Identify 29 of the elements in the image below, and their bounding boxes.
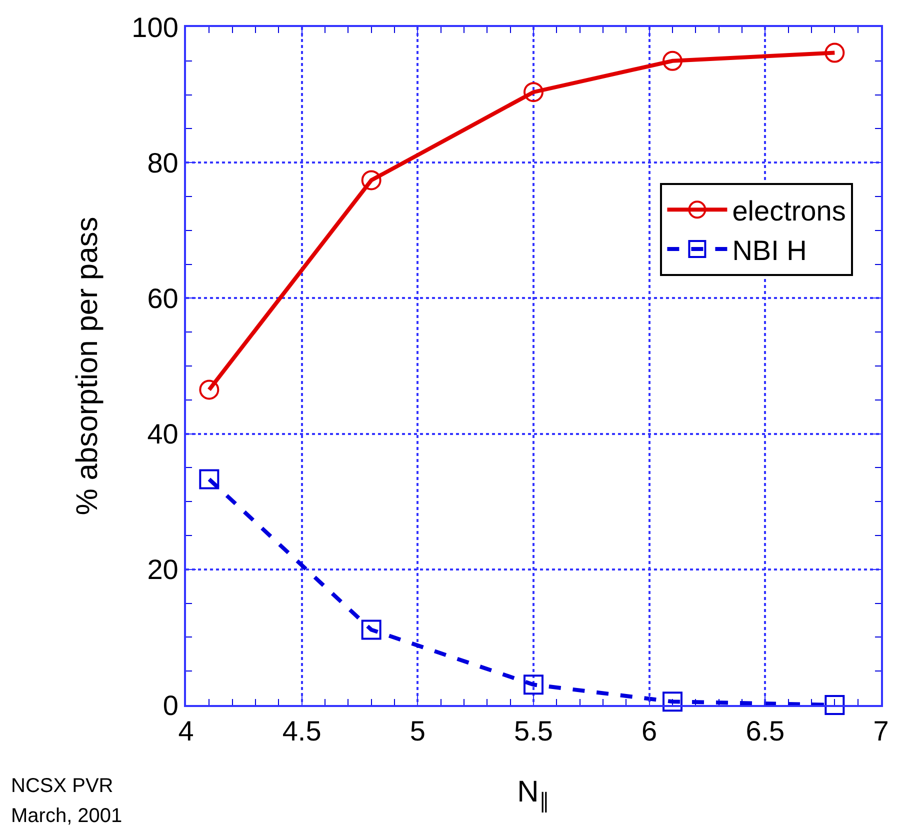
x-tick-label: 5 xyxy=(410,716,426,747)
x-tick-label: 6.5 xyxy=(746,716,785,747)
y-tick-label: 0 xyxy=(162,690,178,721)
point xyxy=(662,692,682,712)
x-tick-label: 5.5 xyxy=(514,716,553,747)
point xyxy=(524,82,544,102)
y-tick-label: 40 xyxy=(147,418,178,450)
y-tick-label: 60 xyxy=(147,283,178,314)
text: NCSX PVR xyxy=(11,775,114,797)
legend-label: electrons xyxy=(732,196,846,227)
point xyxy=(824,42,845,63)
x-tick-label: 7 xyxy=(873,716,889,747)
text: March, 2001 xyxy=(11,805,122,827)
x-axis-title: N$_{∥}$ xyxy=(517,776,550,813)
point xyxy=(824,695,845,715)
point xyxy=(199,380,220,400)
point xyxy=(361,170,382,190)
point xyxy=(662,50,682,71)
x-tick-label: 6 xyxy=(642,716,658,747)
point xyxy=(199,469,220,490)
y-tick-label: 20 xyxy=(147,554,178,586)
y-tick-label: 100 xyxy=(132,12,178,43)
y-tick-label: 80 xyxy=(147,147,178,178)
point xyxy=(524,674,544,695)
point xyxy=(361,620,382,640)
y-axis-title: % absorption per pass xyxy=(71,216,104,516)
legend-label: NBI H xyxy=(732,234,807,266)
x-tick-label: 4.5 xyxy=(282,716,322,747)
x-tick-label: 4 xyxy=(178,716,194,747)
